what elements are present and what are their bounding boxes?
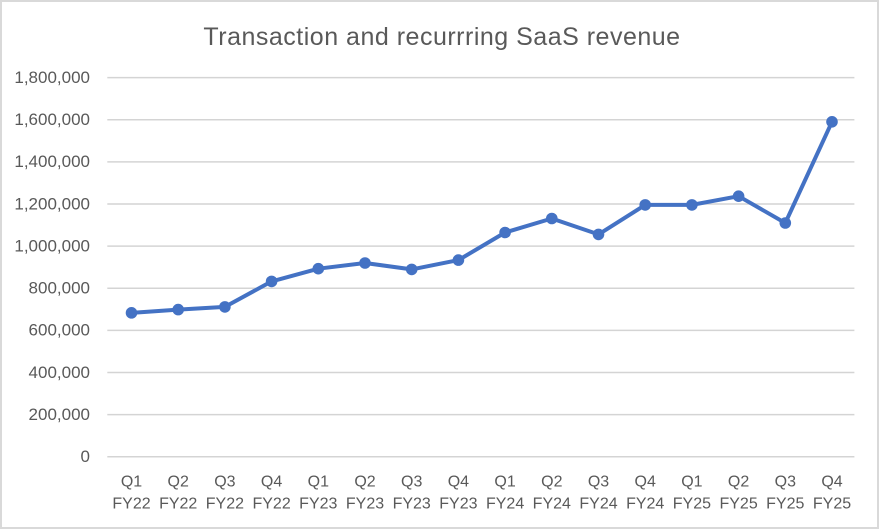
svg-text:FY24: FY24 bbox=[486, 496, 524, 513]
svg-text:Q3: Q3 bbox=[588, 473, 609, 490]
svg-text:Q1: Q1 bbox=[308, 473, 329, 490]
svg-text:Q2: Q2 bbox=[728, 473, 749, 490]
svg-text:Q3: Q3 bbox=[401, 473, 422, 490]
svg-text:FY23: FY23 bbox=[346, 496, 384, 513]
svg-text:1,200,000: 1,200,000 bbox=[14, 194, 90, 213]
svg-text:Q1: Q1 bbox=[494, 473, 515, 490]
svg-text:Q2: Q2 bbox=[168, 473, 189, 490]
svg-text:FY22: FY22 bbox=[252, 496, 290, 513]
svg-text:200,000: 200,000 bbox=[29, 405, 90, 424]
svg-text:FY22: FY22 bbox=[159, 496, 197, 513]
svg-text:FY22: FY22 bbox=[112, 496, 150, 513]
svg-text:FY25: FY25 bbox=[719, 496, 757, 513]
svg-text:Q3: Q3 bbox=[214, 473, 235, 490]
svg-text:600,000: 600,000 bbox=[29, 321, 90, 340]
svg-text:Q4: Q4 bbox=[261, 473, 282, 490]
svg-text:Q4: Q4 bbox=[635, 473, 656, 490]
svg-text:1,400,000: 1,400,000 bbox=[14, 152, 90, 171]
svg-text:FY23: FY23 bbox=[439, 496, 477, 513]
svg-text:FY23: FY23 bbox=[299, 496, 337, 513]
svg-text:FY25: FY25 bbox=[813, 496, 851, 513]
svg-text:Q2: Q2 bbox=[541, 473, 562, 490]
svg-text:Q3: Q3 bbox=[775, 473, 796, 490]
svg-text:400,000: 400,000 bbox=[29, 363, 90, 382]
svg-text:Transaction and recurrring Saa: Transaction and recurrring SaaS revenue bbox=[203, 23, 680, 51]
svg-text:800,000: 800,000 bbox=[29, 279, 90, 298]
svg-text:FY25: FY25 bbox=[766, 496, 804, 513]
svg-text:FY24: FY24 bbox=[626, 496, 664, 513]
svg-text:FY25: FY25 bbox=[673, 496, 711, 513]
svg-text:FY24: FY24 bbox=[579, 496, 617, 513]
svg-text:Q4: Q4 bbox=[821, 473, 842, 490]
svg-text:1,600,000: 1,600,000 bbox=[14, 110, 90, 129]
svg-text:Q2: Q2 bbox=[354, 473, 375, 490]
svg-text:1,800,000: 1,800,000 bbox=[14, 68, 90, 87]
svg-text:Q4: Q4 bbox=[448, 473, 469, 490]
svg-text:FY24: FY24 bbox=[533, 496, 571, 513]
svg-text:1,000,000: 1,000,000 bbox=[14, 236, 90, 255]
svg-text:Q1: Q1 bbox=[121, 473, 142, 490]
svg-text:0: 0 bbox=[81, 447, 90, 466]
svg-text:FY22: FY22 bbox=[206, 496, 244, 513]
svg-text:FY23: FY23 bbox=[393, 496, 431, 513]
svg-text:Q1: Q1 bbox=[681, 473, 702, 490]
